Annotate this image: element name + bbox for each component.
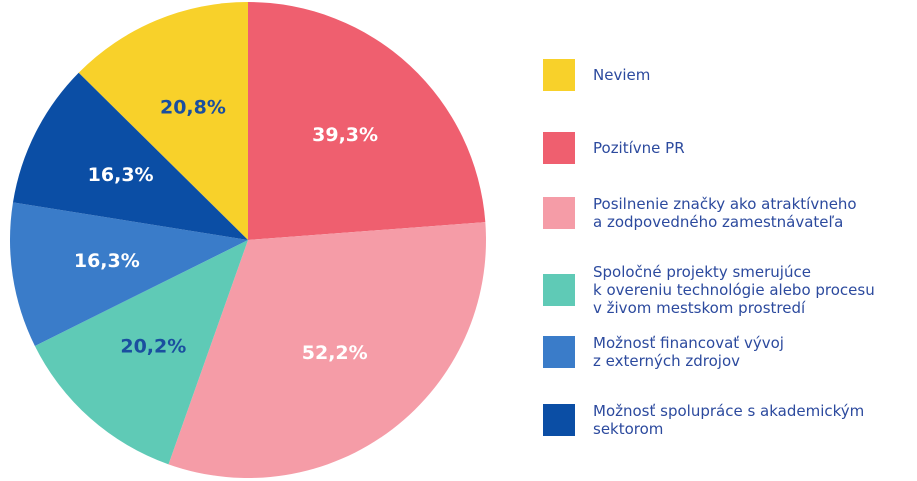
pie-slice <box>168 222 486 478</box>
legend-swatch <box>543 132 575 164</box>
pie-slice <box>248 2 486 240</box>
slice-label: 20,2% <box>120 335 186 357</box>
legend-item: Neviem <box>543 59 650 91</box>
legend-item: Spoločné projekty smerujúce k overeniu t… <box>543 263 875 317</box>
pie-slice <box>78 2 249 240</box>
legend-swatch <box>543 336 575 368</box>
legend-label: Posilnenie značky ako atraktívneho a zod… <box>593 195 857 231</box>
pie-slice <box>12 72 248 240</box>
legend-item: Pozitívne PR <box>543 132 685 164</box>
slice-label: 39,3% <box>312 124 378 146</box>
legend: Neviem Pozitívne PR Posilnenie značky ako … <box>543 0 917 481</box>
legend-swatch <box>543 197 575 229</box>
legend-swatch <box>543 404 575 436</box>
legend-label: Možnosť financovať vývoj z externých zdr… <box>593 334 784 370</box>
pie-slice <box>34 240 248 465</box>
legend-item: Možnosť spolupráce s akademickým sektoro… <box>543 402 864 438</box>
legend-label: Pozitívne PR <box>593 139 685 157</box>
legend-item: Posilnenie značky ako atraktívneho a zod… <box>543 195 857 231</box>
slice-label: 52,2% <box>302 342 368 364</box>
legend-swatch <box>543 59 575 91</box>
legend-swatch <box>543 274 575 306</box>
pie-chart: 20,8% 39,3% 52,2% 20,2% 16,3% 16,3% <box>10 2 486 478</box>
legend-label: Možnosť spolupráce s akademickým sektoro… <box>593 402 865 438</box>
legend-label: Spoločné projekty smerujúce k overeniu t… <box>593 263 875 317</box>
slice-label: 16,3% <box>88 164 154 186</box>
slice-label: 20,8% <box>160 97 226 119</box>
legend-label: Neviem <box>593 66 651 84</box>
slice-label: 16,3% <box>74 250 140 272</box>
pie-slice <box>10 202 249 346</box>
legend-item: Možnosť financovať vývoj z externých zdr… <box>543 334 784 370</box>
